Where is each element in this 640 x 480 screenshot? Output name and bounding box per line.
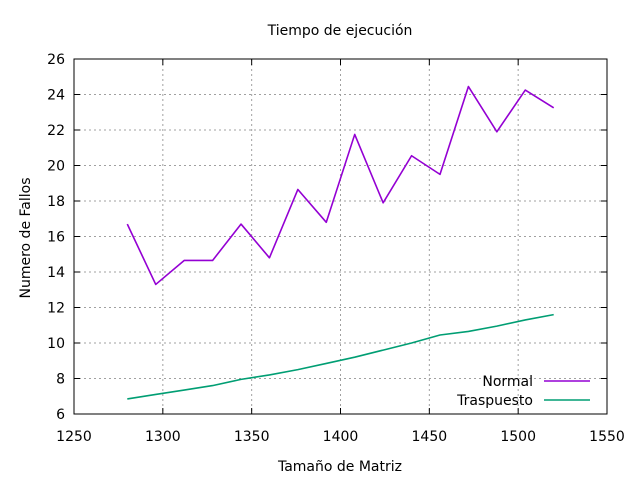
y-tick-label: 22 — [47, 123, 65, 139]
series-line-normal — [126, 85, 555, 286]
y-tick-label: 8 — [56, 372, 65, 388]
series-line-traspuesto — [127, 313, 554, 400]
y-tick-label: 12 — [47, 301, 65, 317]
y-axis-title: Numero de Fallos — [18, 178, 34, 299]
x-tick-label: 1400 — [323, 429, 359, 445]
x-tick-label: 1500 — [500, 429, 536, 445]
plot-frame — [73, 58, 608, 415]
series-layer — [126, 85, 555, 400]
y-tick-label: 16 — [47, 230, 65, 246]
y-axis: 6 8 10 12 14 16 18 20 22 24 26 — [47, 52, 607, 423]
grid — [74, 59, 607, 414]
y-tick-label: 14 — [47, 265, 65, 281]
x-axis: 1250 1300 1350 1400 1450 1500 1550 — [56, 59, 625, 445]
x-tick-label: 1550 — [589, 429, 625, 445]
y-tick-label: 20 — [47, 159, 65, 175]
x-tick-label: 1250 — [56, 429, 92, 445]
legend: Normal Traspuesto — [456, 374, 590, 409]
chart-title: Tiempo de ejecución — [267, 23, 413, 39]
x-tick-label: 1450 — [412, 429, 448, 445]
y-tick-label: 24 — [47, 88, 65, 104]
y-tick-label: 18 — [47, 194, 65, 210]
legend-label-normal: Normal — [482, 374, 533, 390]
legend-label-traspuesto: Traspuesto — [456, 393, 533, 409]
y-tick-label: 6 — [56, 407, 65, 423]
x-tick-label: 1350 — [234, 429, 270, 445]
x-tick-label: 1300 — [145, 429, 181, 445]
x-axis-title: Tamaño de Matriz — [277, 459, 402, 475]
y-tick-label: 26 — [47, 52, 65, 68]
y-tick-label: 10 — [47, 336, 65, 352]
